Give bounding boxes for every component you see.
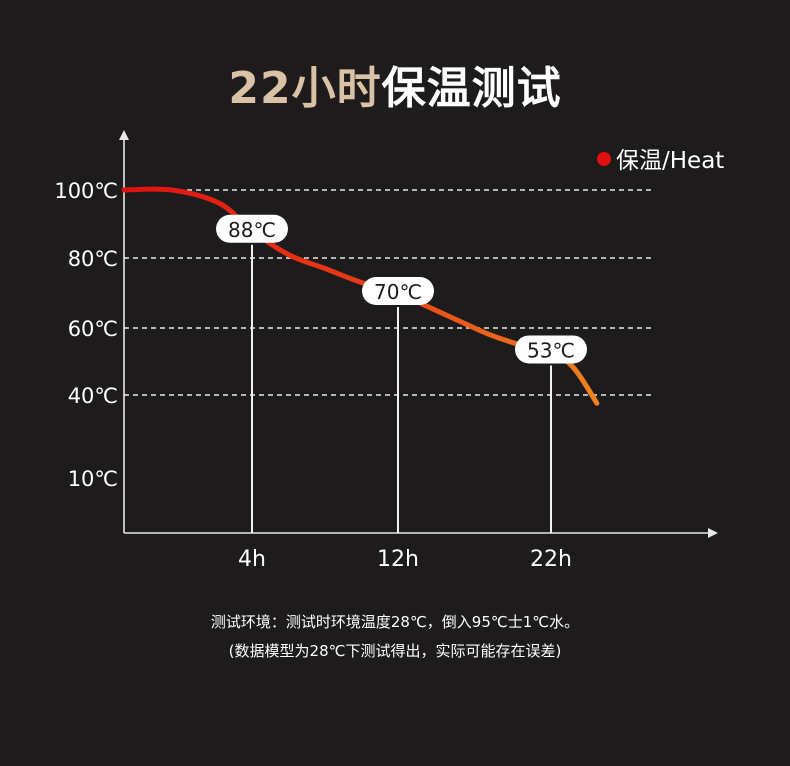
title-rest: 保温测试	[381, 63, 562, 114]
page-title: 22小时保温测试	[0, 52, 790, 116]
data-label-text: 53℃	[527, 338, 575, 362]
y-tick-label: 80℃	[68, 247, 118, 271]
title-accent: 22小时	[228, 63, 382, 114]
y-tick-label: 100℃	[54, 179, 118, 203]
footnote-test-environment: 测试环境：测试时环境温度28℃，倒入95℃士1℃水。	[210, 613, 580, 631]
data-label-text: 88℃	[228, 218, 276, 242]
data-label-text: 70℃	[374, 280, 422, 304]
y-tick-label: 60℃	[68, 317, 118, 341]
data-label-pill	[362, 277, 434, 305]
x-axis-arrow	[708, 528, 718, 538]
legend-marker-dot	[597, 152, 611, 166]
legend-label: 保温/Heat	[616, 148, 724, 174]
data-label: 88℃	[216, 214, 288, 243]
x-tick-label: 4h	[238, 547, 266, 572]
data-label-pill	[515, 335, 587, 364]
series-line-heat	[121, 186, 600, 406]
x-tick-label: 22h	[530, 547, 572, 572]
y-tick-label: 40℃	[68, 384, 118, 408]
y-tick-label: 10℃	[68, 467, 118, 491]
data-label: 70℃	[362, 277, 434, 305]
data-label-pill	[216, 214, 288, 243]
y-axis-arrow	[119, 130, 129, 140]
footnote-disclaimer: (数据模型为28℃下测试得出，实际可能存在误差)	[228, 642, 562, 660]
x-tick-label: 12h	[377, 547, 419, 572]
data-label: 53℃	[515, 335, 587, 364]
